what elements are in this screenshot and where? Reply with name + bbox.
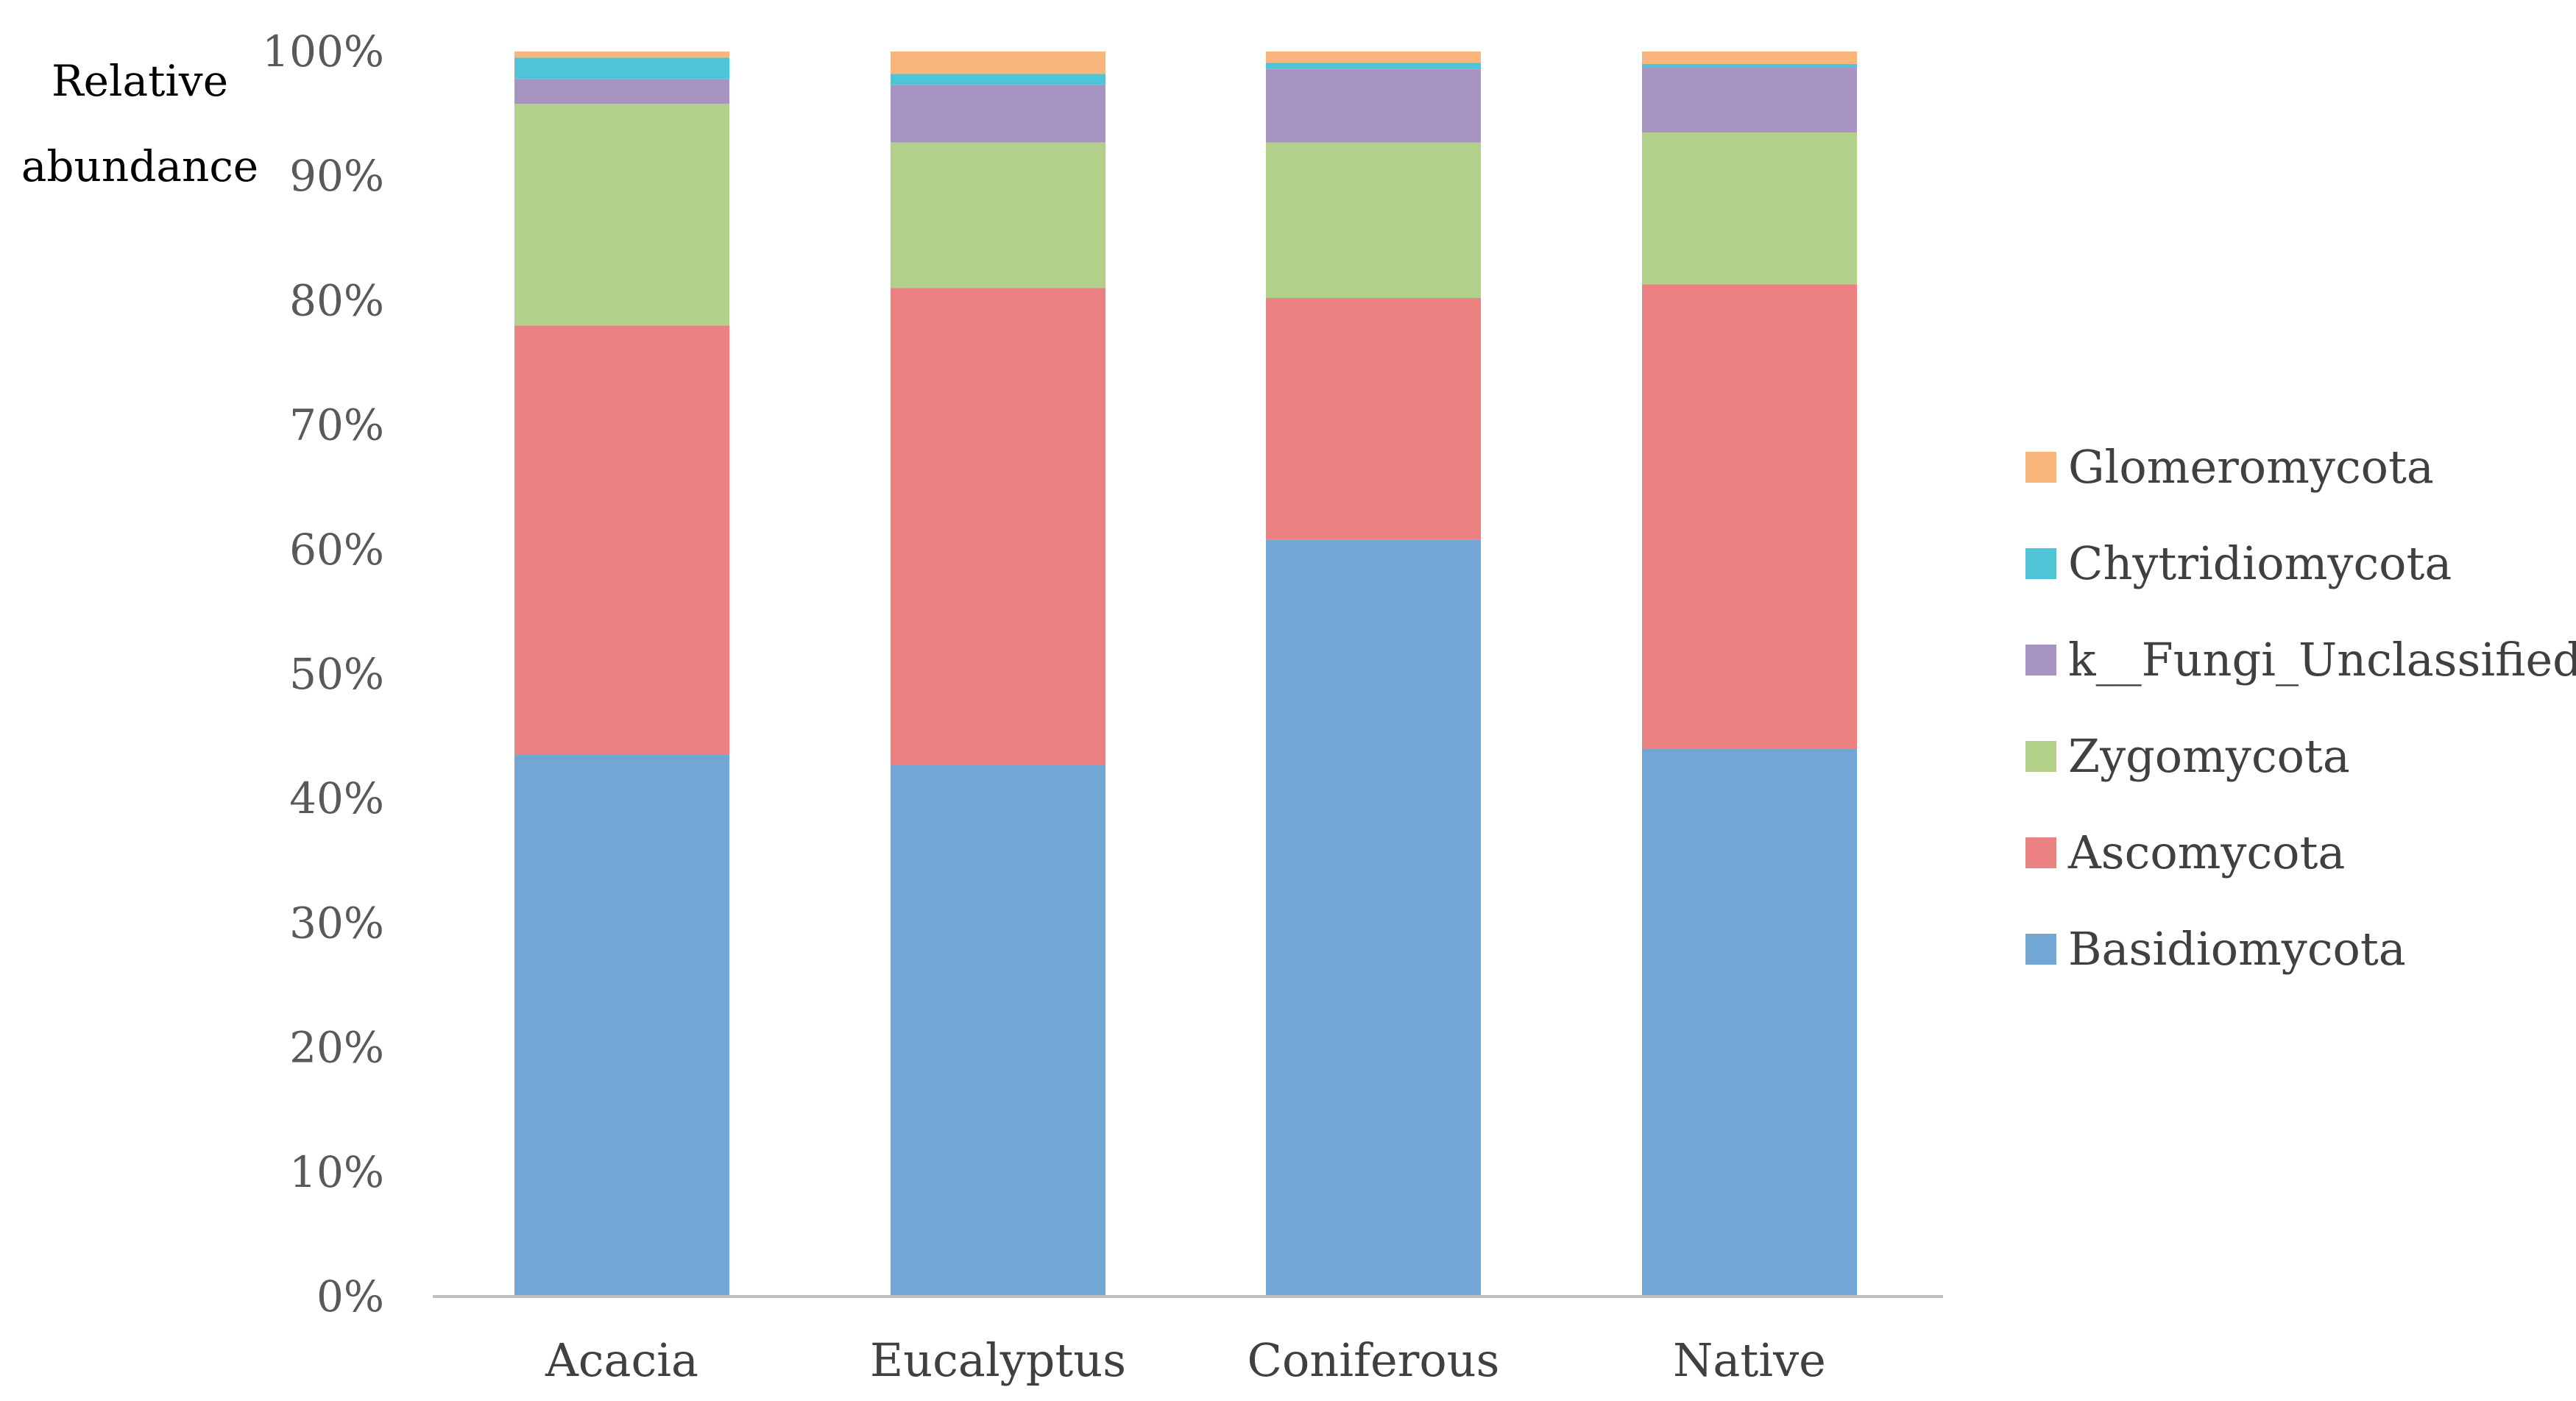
bar-coniferous-basidiomycota bbox=[1266, 539, 1481, 1297]
legend: Glomeromycota Chytridiomycota k__Fungi_Unc… bbox=[2025, 440, 2576, 976]
bar-acacia-ascomycota bbox=[514, 325, 729, 755]
bar-acacia-basidiomycota bbox=[514, 754, 729, 1297]
bar-eucalyptus-chytridiomycota bbox=[891, 74, 1105, 85]
x-category-label-coniferous: Coniferous bbox=[1248, 1333, 1500, 1387]
y-tick-label-40: 40% bbox=[289, 773, 384, 823]
legend-label-glomeromycota: Glomeromycota bbox=[2068, 440, 2434, 494]
y-axis-label: Relative abundance bbox=[21, 56, 258, 191]
y-axis-label-line-2: abundance bbox=[21, 141, 258, 191]
bar-acacia-zygomycota bbox=[514, 104, 729, 326]
y-tick-label-100: 100% bbox=[262, 26, 384, 77]
y-tick-label-10: 10% bbox=[289, 1147, 384, 1197]
legend-label-k-fungi-unclassified: k__Fungi_Unclassified bbox=[2068, 633, 2576, 687]
legend-label-basidiomycota: Basidiomycota bbox=[2068, 922, 2406, 976]
bar-native-glomeromycota bbox=[1642, 52, 1857, 64]
legend-swatch-k-fungi-unclassified bbox=[2025, 645, 2056, 675]
y-tick-label-50: 50% bbox=[289, 649, 384, 699]
bar-acacia-k-fungi-unclassified bbox=[514, 79, 729, 104]
bar-coniferous-ascomycota bbox=[1266, 298, 1481, 540]
y-tick-label-80: 80% bbox=[289, 275, 384, 325]
legend-swatch-basidiomycota bbox=[2025, 934, 2056, 965]
bar-coniferous-glomeromycota bbox=[1266, 52, 1481, 63]
y-axis-ticks: 0% 10% 20% 30% 40% 50% 60% 70% 80% 90% 100% bbox=[262, 26, 384, 1322]
bar-native-k-fungi-unclassified bbox=[1642, 67, 1857, 132]
bar-eucalyptus-k-fungi-unclassified bbox=[891, 85, 1105, 143]
legend-label-zygomycota: Zygomycota bbox=[2068, 729, 2350, 783]
bar-native-ascomycota bbox=[1642, 284, 1857, 749]
bar-eucalyptus-basidiomycota bbox=[891, 765, 1105, 1297]
y-tick-label-60: 60% bbox=[289, 525, 384, 575]
bars bbox=[514, 52, 1857, 1297]
bar-coniferous-k-fungi-unclassified bbox=[1266, 68, 1481, 143]
legend-swatch-glomeromycota bbox=[2025, 452, 2056, 483]
y-tick-label-70: 70% bbox=[289, 400, 384, 450]
y-axis-label-line-1: Relative bbox=[52, 56, 228, 106]
x-category-label-acacia: Acacia bbox=[545, 1333, 698, 1387]
legend-swatch-zygomycota bbox=[2025, 741, 2056, 772]
y-tick-label-30: 30% bbox=[289, 898, 384, 948]
legend-swatch-chytridiomycota bbox=[2025, 548, 2056, 579]
legend-label-ascomycota: Ascomycota bbox=[2067, 826, 2345, 879]
bar-acacia-glomeromycota bbox=[514, 52, 729, 58]
bar-native-basidiomycota bbox=[1642, 748, 1857, 1297]
bar-eucalyptus-ascomycota bbox=[891, 288, 1105, 765]
bar-coniferous-chytridiomycota bbox=[1266, 63, 1481, 69]
x-axis-categories: Acacia Eucalyptus Coniferous Native bbox=[545, 1333, 1826, 1387]
y-tick-label-0: 0% bbox=[316, 1271, 384, 1322]
bar-coniferous-zygomycota bbox=[1266, 142, 1481, 299]
bar-native-chytridiomycota bbox=[1642, 63, 1857, 68]
x-category-label-native: Native bbox=[1673, 1333, 1826, 1387]
bar-eucalyptus-zygomycota bbox=[891, 142, 1105, 288]
x-category-label-eucalyptus: Eucalyptus bbox=[870, 1333, 1126, 1387]
legend-swatch-ascomycota bbox=[2025, 837, 2056, 868]
y-tick-label-20: 20% bbox=[289, 1023, 384, 1073]
legend-label-chytridiomycota: Chytridiomycota bbox=[2068, 536, 2452, 590]
bar-native-zygomycota bbox=[1642, 132, 1857, 285]
y-tick-label-90: 90% bbox=[289, 151, 384, 201]
bar-acacia-chytridiomycota bbox=[514, 57, 729, 79]
bar-eucalyptus-glomeromycota bbox=[891, 52, 1105, 74]
